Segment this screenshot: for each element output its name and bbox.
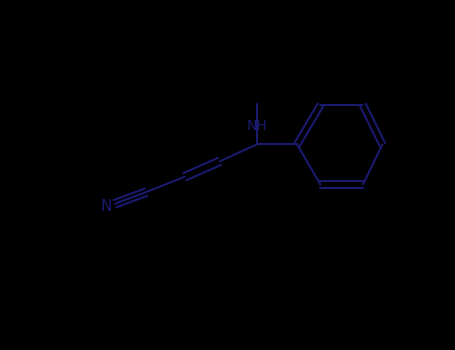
Text: N: N	[100, 198, 111, 214]
Text: NH: NH	[247, 119, 267, 133]
